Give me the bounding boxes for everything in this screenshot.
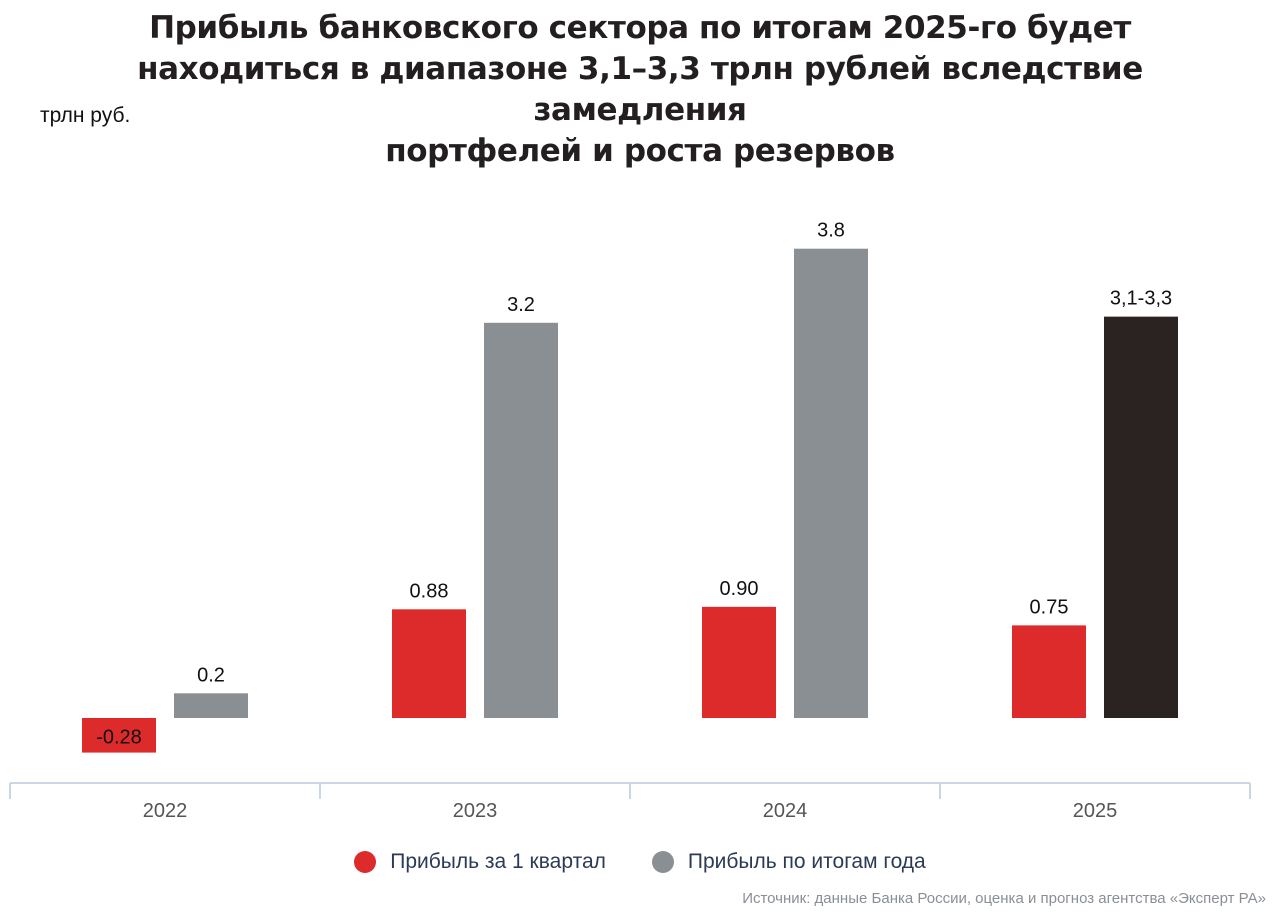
data-label: 0.88 [410, 580, 449, 602]
data-label: 3,1-3,3 [1110, 288, 1172, 310]
legend-swatch-q1 [354, 851, 377, 873]
chart-title: Прибыль банковского сектора по итогам 20… [40, 8, 1240, 172]
bar-year [794, 248, 868, 718]
legend-item-year: Прибыль по итогам года [651, 850, 926, 874]
data-label: 0.75 [1030, 596, 1069, 618]
data-label: 3.8 [817, 220, 845, 242]
bar-q1 [82, 718, 156, 753]
legend-label-q1: Прибыль за 1 квартал [390, 850, 606, 873]
data-label: 0.90 [720, 578, 759, 600]
bar-year [174, 693, 248, 718]
legend-swatch-year [651, 851, 674, 873]
x-tick-label: 2025 [1073, 800, 1118, 822]
title-line-2: находиться в диапазоне 3,1–3,3 трлн рубл… [137, 51, 1143, 128]
bar-q1 [1012, 625, 1086, 718]
title-line-3: портфелей и роста резервов [385, 133, 895, 169]
bar-q1 [702, 606, 776, 718]
data-label: 3.2 [507, 294, 535, 316]
x-tick-label: 2023 [453, 800, 498, 822]
source-note: Источник: данные Банка России, оценка и … [742, 890, 1266, 907]
x-tick-label: 2022 [143, 800, 188, 822]
bar-year [1104, 316, 1178, 718]
data-label: 0.2 [197, 664, 225, 686]
legend-item-q1: Прибыль за 1 квартал [354, 850, 606, 874]
bar-year [484, 322, 558, 718]
legend: Прибыль за 1 квартал Прибыль по итогам г… [0, 850, 1280, 874]
title-line-1: Прибыль банковского сектора по итогам 20… [149, 10, 1131, 46]
bar-chart: 2022 -0.28 0.2 2023 0.88 3.2 2024 0.90 3.8 2025 0.… [9, 220, 1251, 822]
legend-label-year: Прибыль по итогам года [687, 850, 926, 873]
y-axis-unit-label: трлн руб. [40, 104, 131, 127]
x-tick-label: 2024 [763, 800, 808, 822]
data-label: -0.28 [96, 726, 142, 748]
bar-q1 [392, 609, 466, 718]
